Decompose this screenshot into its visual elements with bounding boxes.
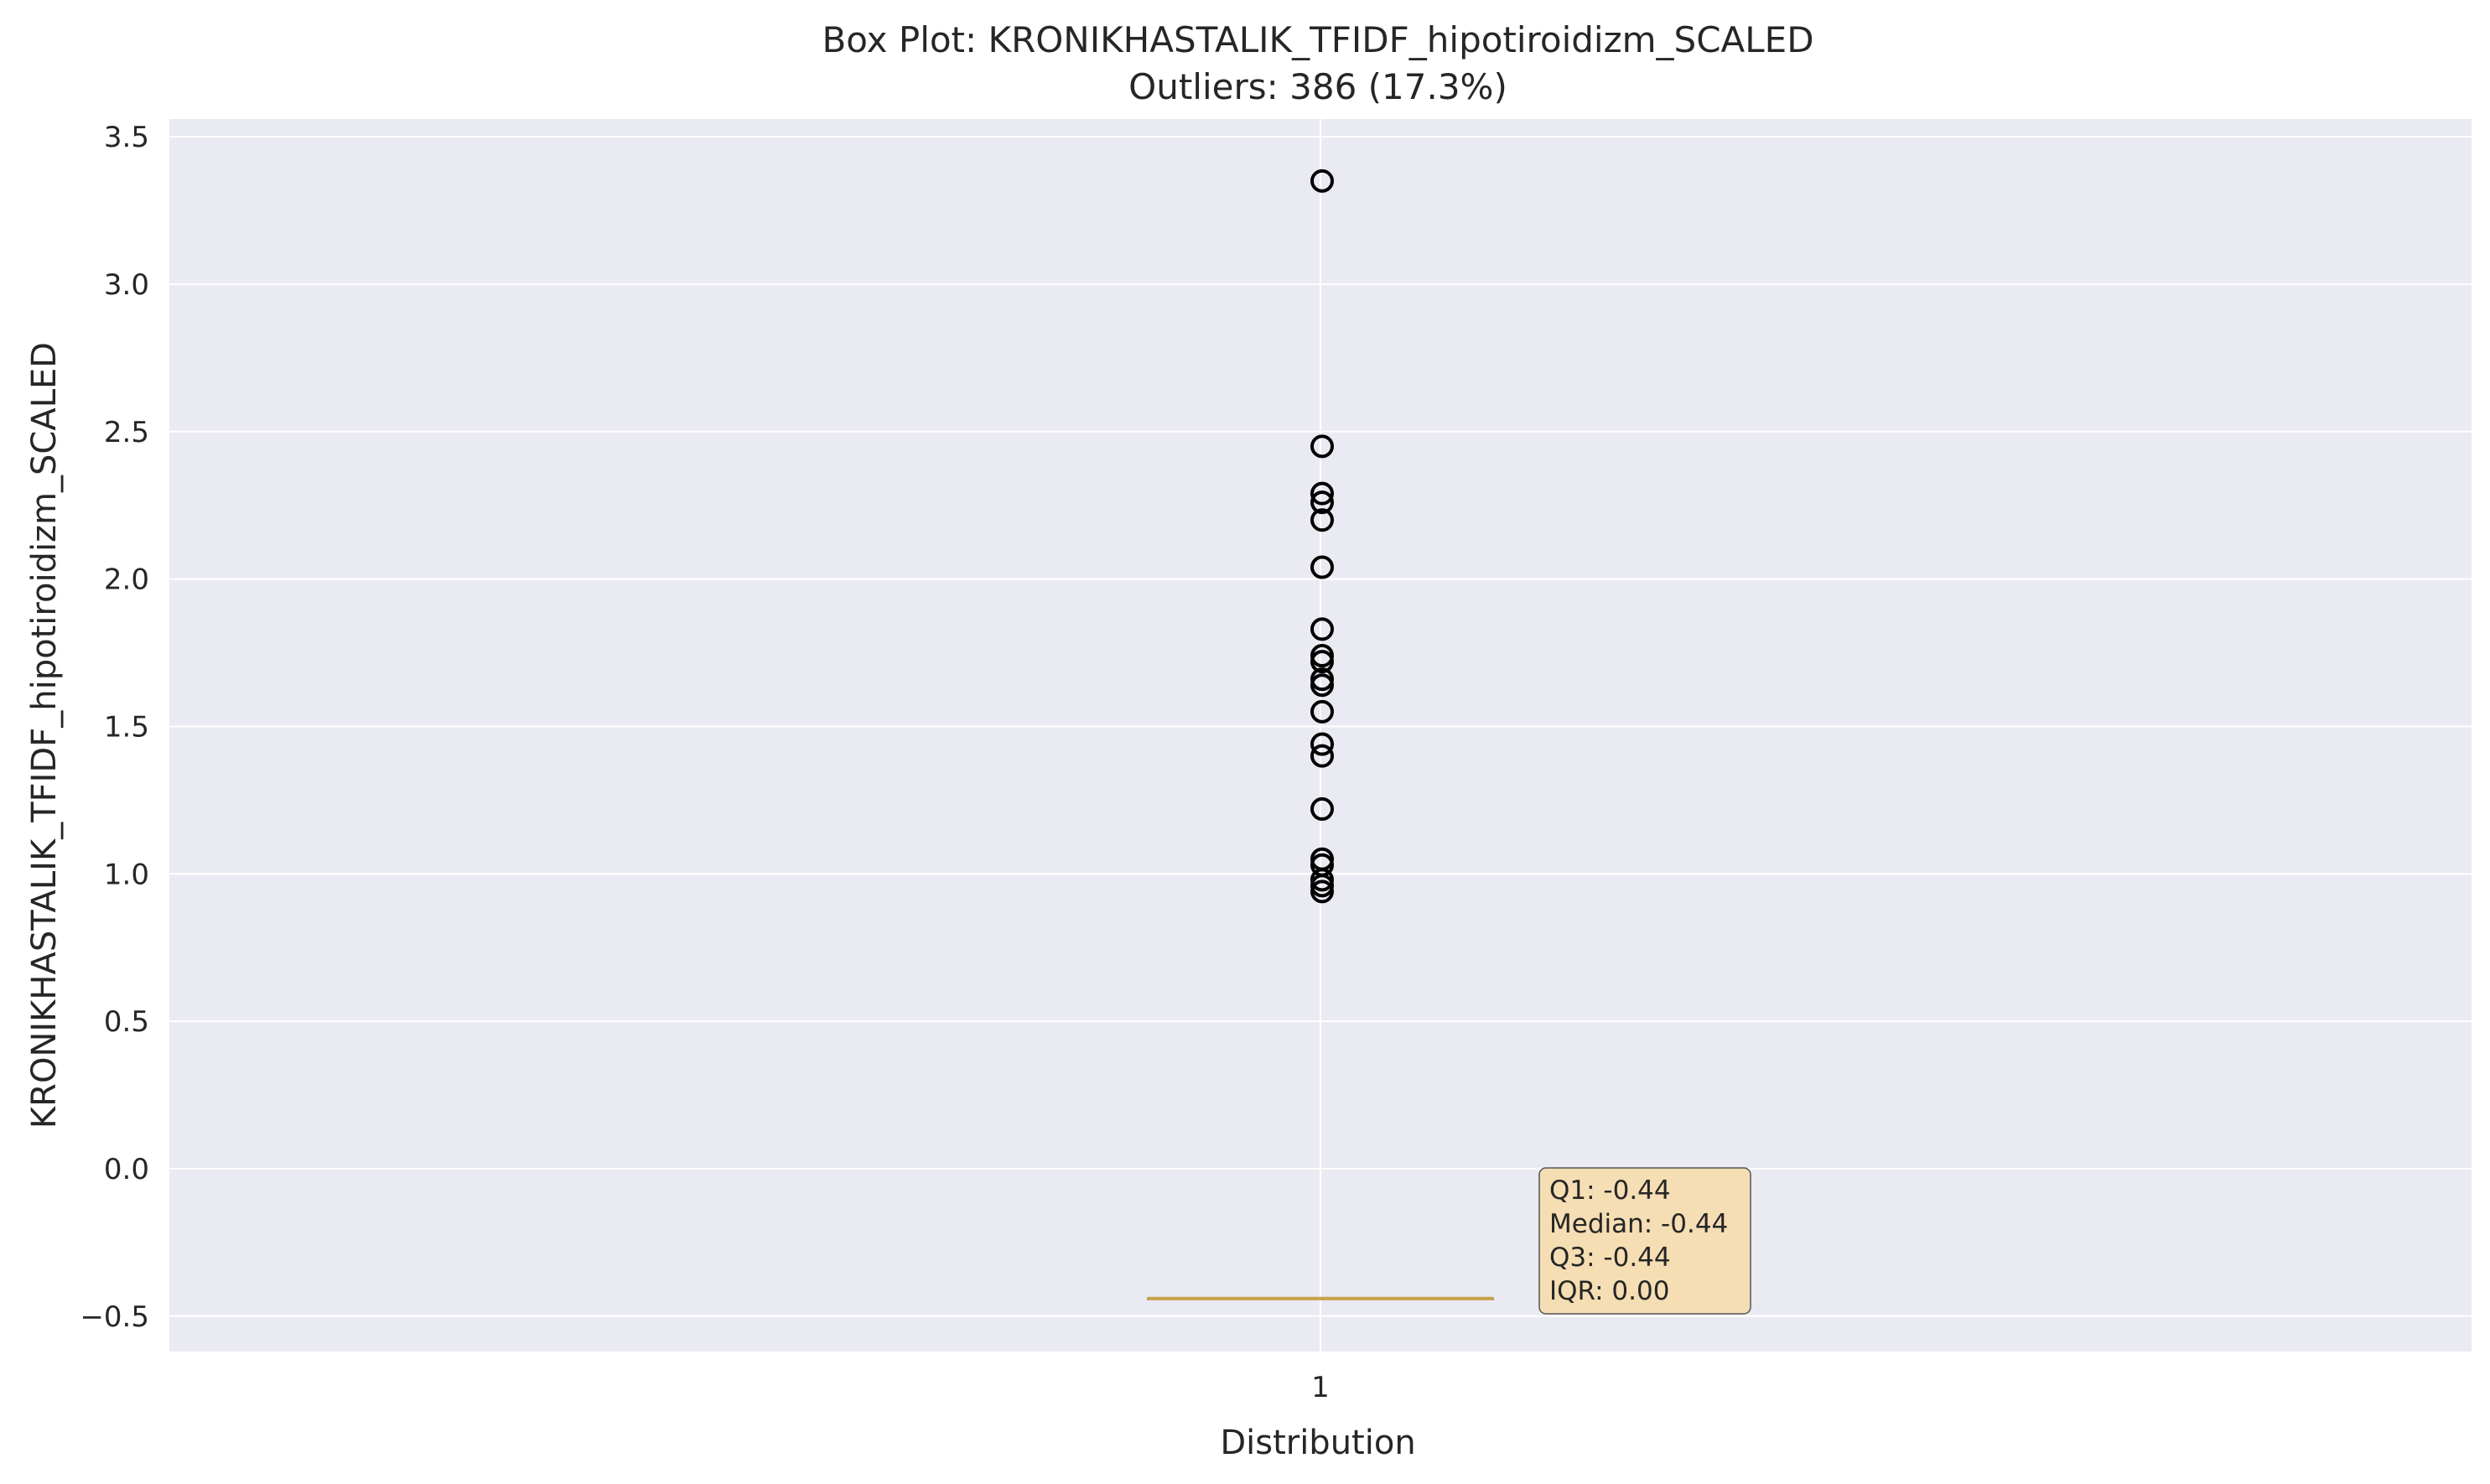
x-tick-label: 1 (1311, 1371, 1330, 1404)
outlier-points (1310, 169, 1334, 904)
box-plot (1147, 1296, 1494, 1300)
outlier-point (1310, 796, 1334, 821)
chart-subtitle: Outliers: 386 (17.3%) (1128, 66, 1507, 107)
outlier-point (1310, 555, 1334, 579)
outlier-point (1310, 169, 1334, 193)
outlier-point (1310, 667, 1334, 692)
stat-iqr: IQR: 0.00 (1549, 1276, 1669, 1306)
y-tick-label: 2.0 (104, 563, 149, 597)
stat-q3: Q3: -0.44 (1549, 1243, 1671, 1273)
x-axis-ticks: 1 (1311, 1371, 1330, 1404)
y-tick-label: 1.5 (104, 710, 149, 744)
chart-title: Box Plot: KRONIKHASTALIK_TFIDF_hipotiroi… (822, 19, 1813, 60)
y-tick-label: 3.0 (104, 268, 149, 302)
y-tick-label: −0.5 (80, 1300, 149, 1334)
outlier-point (1310, 644, 1334, 668)
stats-box-background (1538, 1167, 1751, 1315)
outlier-point (1310, 847, 1334, 871)
stats-annotation: Q1: -0.44 Median: -0.44 Q3: -0.44 IQR: 0… (1538, 1167, 1751, 1315)
outlier-point (1310, 490, 1334, 515)
y-tick-label: 2.5 (104, 416, 149, 449)
outlier-point (1310, 617, 1334, 641)
y-axis-label: KRONIKHASTALIK_TFIDF_hipotiroidizm_SCALE… (25, 342, 64, 1129)
outlier-point (1310, 699, 1334, 724)
outlier-point (1310, 744, 1334, 768)
y-tick-label: 0.5 (104, 1005, 149, 1039)
outlier-point (1310, 732, 1334, 756)
y-tick-label: 3.5 (104, 121, 149, 154)
outlier-point (1310, 434, 1334, 459)
y-axis-ticks: −0.5 0.0 0.5 1.0 1.5 2.0 2.5 3.0 3.5 (80, 121, 149, 1334)
stat-median: Median: -0.44 (1549, 1209, 1728, 1239)
stat-q1: Q1: -0.44 (1549, 1175, 1671, 1206)
y-tick-label: 0.0 (104, 1153, 149, 1186)
outlier-point (1310, 481, 1334, 506)
x-axis-label: Distribution (1220, 1424, 1415, 1462)
y-tick-label: 1.0 (104, 858, 149, 891)
outlier-point (1310, 508, 1334, 532)
